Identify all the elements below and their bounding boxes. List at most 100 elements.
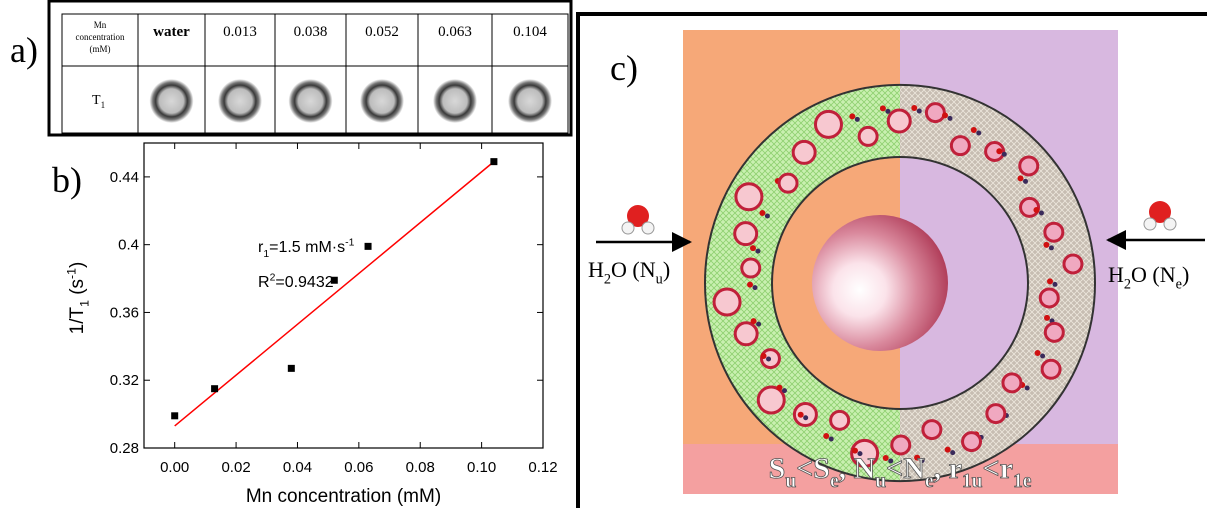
text-part: u (656, 272, 663, 288)
water-molecule (942, 112, 948, 118)
text-part: e (925, 471, 934, 492)
text-part: ) (663, 257, 670, 282)
water-molecule (803, 415, 808, 420)
text-part: S (769, 452, 786, 485)
contrast-agent (1003, 374, 1021, 392)
water-molecule (849, 113, 855, 119)
x-axis-label: Mn concentration (mM) (246, 486, 441, 507)
contrast-agent (1042, 360, 1060, 378)
mri-image (218, 79, 262, 123)
y-tick-label: 0.36 (110, 304, 139, 321)
water-molecule (753, 285, 758, 290)
column-header: water (153, 24, 190, 40)
y-axis-label: 1/T1 (s-1) (64, 262, 91, 335)
contrast-agent (987, 405, 1005, 423)
mri-image (150, 79, 194, 123)
figure: a) Mnconcentration(mM)T1water0.0130.0380… (0, 0, 1207, 508)
water-molecule (1023, 179, 1028, 184)
water-molecule (948, 116, 953, 121)
water-molecule (759, 210, 765, 216)
contrast-agent (1045, 323, 1063, 341)
row-label: T1 (92, 93, 105, 110)
text-part: e (830, 471, 839, 492)
water-molecule (751, 318, 757, 324)
header-label: concentration (76, 32, 125, 42)
page: a) Mnconcentration(mM)T1water0.0130.0380… (0, 0, 1207, 508)
contrast-agent (926, 104, 944, 122)
water-molecule (1039, 211, 1044, 216)
panel-label: b) (52, 160, 82, 200)
text-part: 1/T (67, 307, 88, 335)
water-molecule (996, 148, 1002, 154)
text-part: 1 (101, 100, 106, 110)
water-molecule (750, 245, 756, 251)
data-point (171, 412, 178, 419)
x-tick-label: 0.12 (528, 459, 557, 476)
table: Mnconcentration(mM)T1water0.0130.0380.05… (62, 14, 568, 133)
y-tick-label: 0.28 (110, 440, 139, 457)
water-molecule (911, 105, 917, 111)
y-tick-label: 0.4 (118, 237, 139, 254)
mri-image (508, 79, 552, 123)
water-molecule (1052, 282, 1057, 287)
data-point (288, 365, 295, 372)
y-tick-label: 0.44 (110, 169, 139, 186)
water-molecule (776, 385, 782, 391)
text-part: 1e (1013, 471, 1032, 492)
input-label: H2O (Nu) (588, 257, 670, 288)
fit-line (175, 162, 494, 426)
header-label: Mn (94, 20, 107, 30)
water-molecule (1040, 353, 1045, 358)
column-header: 0.052 (365, 24, 399, 40)
panel-label: c) (610, 48, 638, 88)
input-label: H2O (Ne) (1108, 262, 1189, 293)
contrast-agent (742, 259, 760, 277)
data-point (490, 158, 497, 165)
mri-image (360, 79, 404, 123)
contrast-agent (1045, 223, 1063, 241)
column-header: 0.063 (438, 24, 472, 40)
water-molecule (1033, 207, 1039, 213)
contrast-agent (758, 387, 784, 413)
water-icon (622, 205, 654, 234)
contrast-agent (963, 433, 981, 451)
text-part: R (258, 274, 270, 291)
x-tick-label: 0.10 (467, 459, 496, 476)
water-molecule (829, 437, 834, 442)
contrast-agent (714, 289, 740, 315)
contrast-agent (923, 421, 941, 439)
x-tick-label: 0.02 (221, 459, 250, 476)
water-molecule (755, 249, 760, 254)
water-molecule (765, 214, 770, 219)
water-molecule (1043, 242, 1049, 248)
water-molecule (855, 117, 860, 122)
data-point (211, 385, 218, 392)
water-molecule (1025, 385, 1030, 390)
water-molecule (1002, 152, 1007, 157)
contrast-agent (831, 411, 849, 429)
water-molecule (747, 282, 753, 288)
text-part: H (588, 257, 604, 282)
contrast-agent (793, 141, 815, 163)
water-molecule (756, 322, 761, 327)
mri-image (289, 79, 333, 123)
water-molecule (917, 109, 922, 114)
water-molecule (782, 388, 787, 393)
water-molecule (1018, 175, 1024, 181)
text-part: 2 (604, 272, 611, 288)
text-part: (s (67, 279, 88, 300)
text-part: O (N (611, 257, 656, 282)
contrast-agent (859, 127, 877, 145)
core-sphere (812, 215, 948, 351)
text-part: =0.9432 (275, 274, 333, 291)
text-part: =1.5 mM·s (269, 239, 345, 256)
text-part: -1 (345, 238, 354, 249)
water-molecule (976, 130, 981, 135)
contrast-agent (1020, 157, 1038, 175)
column-header: 0.104 (513, 24, 547, 40)
text-part: u (875, 471, 886, 492)
contrast-agent (951, 137, 969, 155)
annotation: r1=1.5 mM·s-1 (258, 238, 355, 260)
contrast-agent (1040, 289, 1058, 307)
